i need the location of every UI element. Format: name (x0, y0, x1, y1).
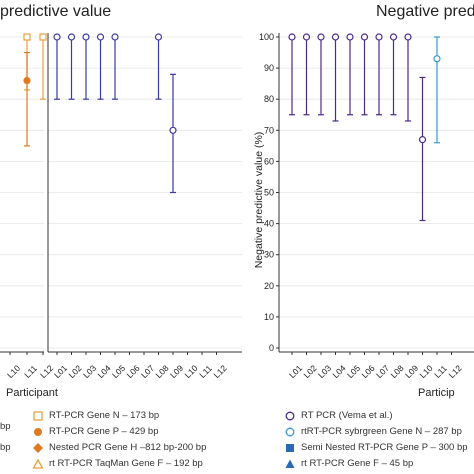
filled-triangle-icon (285, 459, 295, 468)
legend-left: RT-PCR Gene N – 173 bp RT-PCR Gene P – 4… (32, 410, 232, 474)
data-point (433, 55, 441, 63)
y-tick-label: 80 (264, 94, 274, 104)
data-point (23, 76, 31, 85)
legend-left-partial: bp bp (0, 410, 30, 470)
data-point (111, 33, 119, 41)
x-tick-label: L10 (5, 363, 22, 380)
y-tick-label: 90 (264, 63, 274, 73)
data-point (360, 33, 369, 41)
open-circle-icon (285, 427, 295, 437)
data-point (154, 33, 163, 41)
data-point (302, 33, 311, 41)
filled-circle-icon (34, 428, 42, 436)
data-point (169, 126, 177, 134)
legend-label: Nested PCR Gene H –812 bp-200 bp (49, 442, 207, 453)
open-triangle-icon (32, 458, 44, 469)
filled-diamond-icon (33, 443, 43, 453)
y-tick-label: 50 (264, 188, 274, 198)
data-point (288, 33, 296, 41)
legend-label: RT-PCR Gene N – 173 bp (49, 410, 160, 421)
grid-layer (0, 36, 474, 349)
legend-label: Semi Nested RT-PCR Gene P – 300 bp (301, 442, 468, 453)
data-point (389, 33, 398, 41)
data-point (418, 136, 427, 144)
y-tick-label: 70 (264, 125, 274, 135)
legend-label: rtRT-PCR sybrgreen Gene N – 287 bp (301, 426, 462, 437)
legend-partial-label: bp (0, 421, 11, 432)
data-point (331, 33, 340, 41)
x-tick-label: L11 (22, 363, 39, 380)
y-tick-label: 30 (264, 250, 274, 260)
data-point (96, 33, 105, 41)
marks-layer (23, 33, 441, 222)
y-tick-label: 40 (264, 219, 274, 229)
y-tick-label: 20 (264, 281, 274, 291)
legend-partial-label: bp (0, 442, 11, 453)
data-point (23, 33, 31, 41)
legend-partial-row-1: bp (0, 421, 11, 432)
legend-partial-row-2: bp (0, 442, 11, 453)
chart-title-right: Negative predi (376, 3, 474, 20)
x-axis-title-left: Participant (6, 387, 58, 399)
y-tick-label: 10 (264, 312, 274, 322)
x-tick-label: L12 (446, 363, 463, 380)
chart-title-left: predictive value (0, 3, 111, 20)
legend-label: RT PCR (Vema et al.) (301, 410, 393, 421)
y-axis-title-right: Negative predictive value (%) (253, 132, 265, 269)
data-point (53, 33, 61, 41)
y-tick-label: 60 (264, 156, 274, 166)
x-tick-label: L11 (432, 363, 449, 380)
data-point (375, 33, 383, 41)
legend-right: RT PCR (Vema et al.) rtRT-PCR sybrgreen … (284, 410, 472, 474)
legend-label: rt RT-PCR Gene F – 45 bp (301, 458, 414, 469)
y-tick-label: 0 (269, 343, 274, 353)
open-square-icon (33, 411, 43, 421)
legend-label: rt RT-PCR TaqMan Gene F – 192 bp (49, 458, 203, 469)
data-point (39, 33, 47, 41)
x-axis-title-right: Particip (418, 387, 455, 399)
x-tick-label: L11 (197, 363, 214, 380)
data-point (317, 33, 325, 41)
y-tick-label: 100 (259, 32, 274, 42)
legend-label: RT-PCR Gene P – 429 bp (49, 426, 159, 437)
data-point (404, 33, 412, 41)
data-point (67, 33, 76, 41)
open-circle-icon (285, 411, 295, 421)
filled-square-icon (286, 444, 294, 452)
x-tick-label: L12 (211, 363, 228, 380)
data-point (82, 33, 90, 41)
data-point (346, 33, 354, 41)
